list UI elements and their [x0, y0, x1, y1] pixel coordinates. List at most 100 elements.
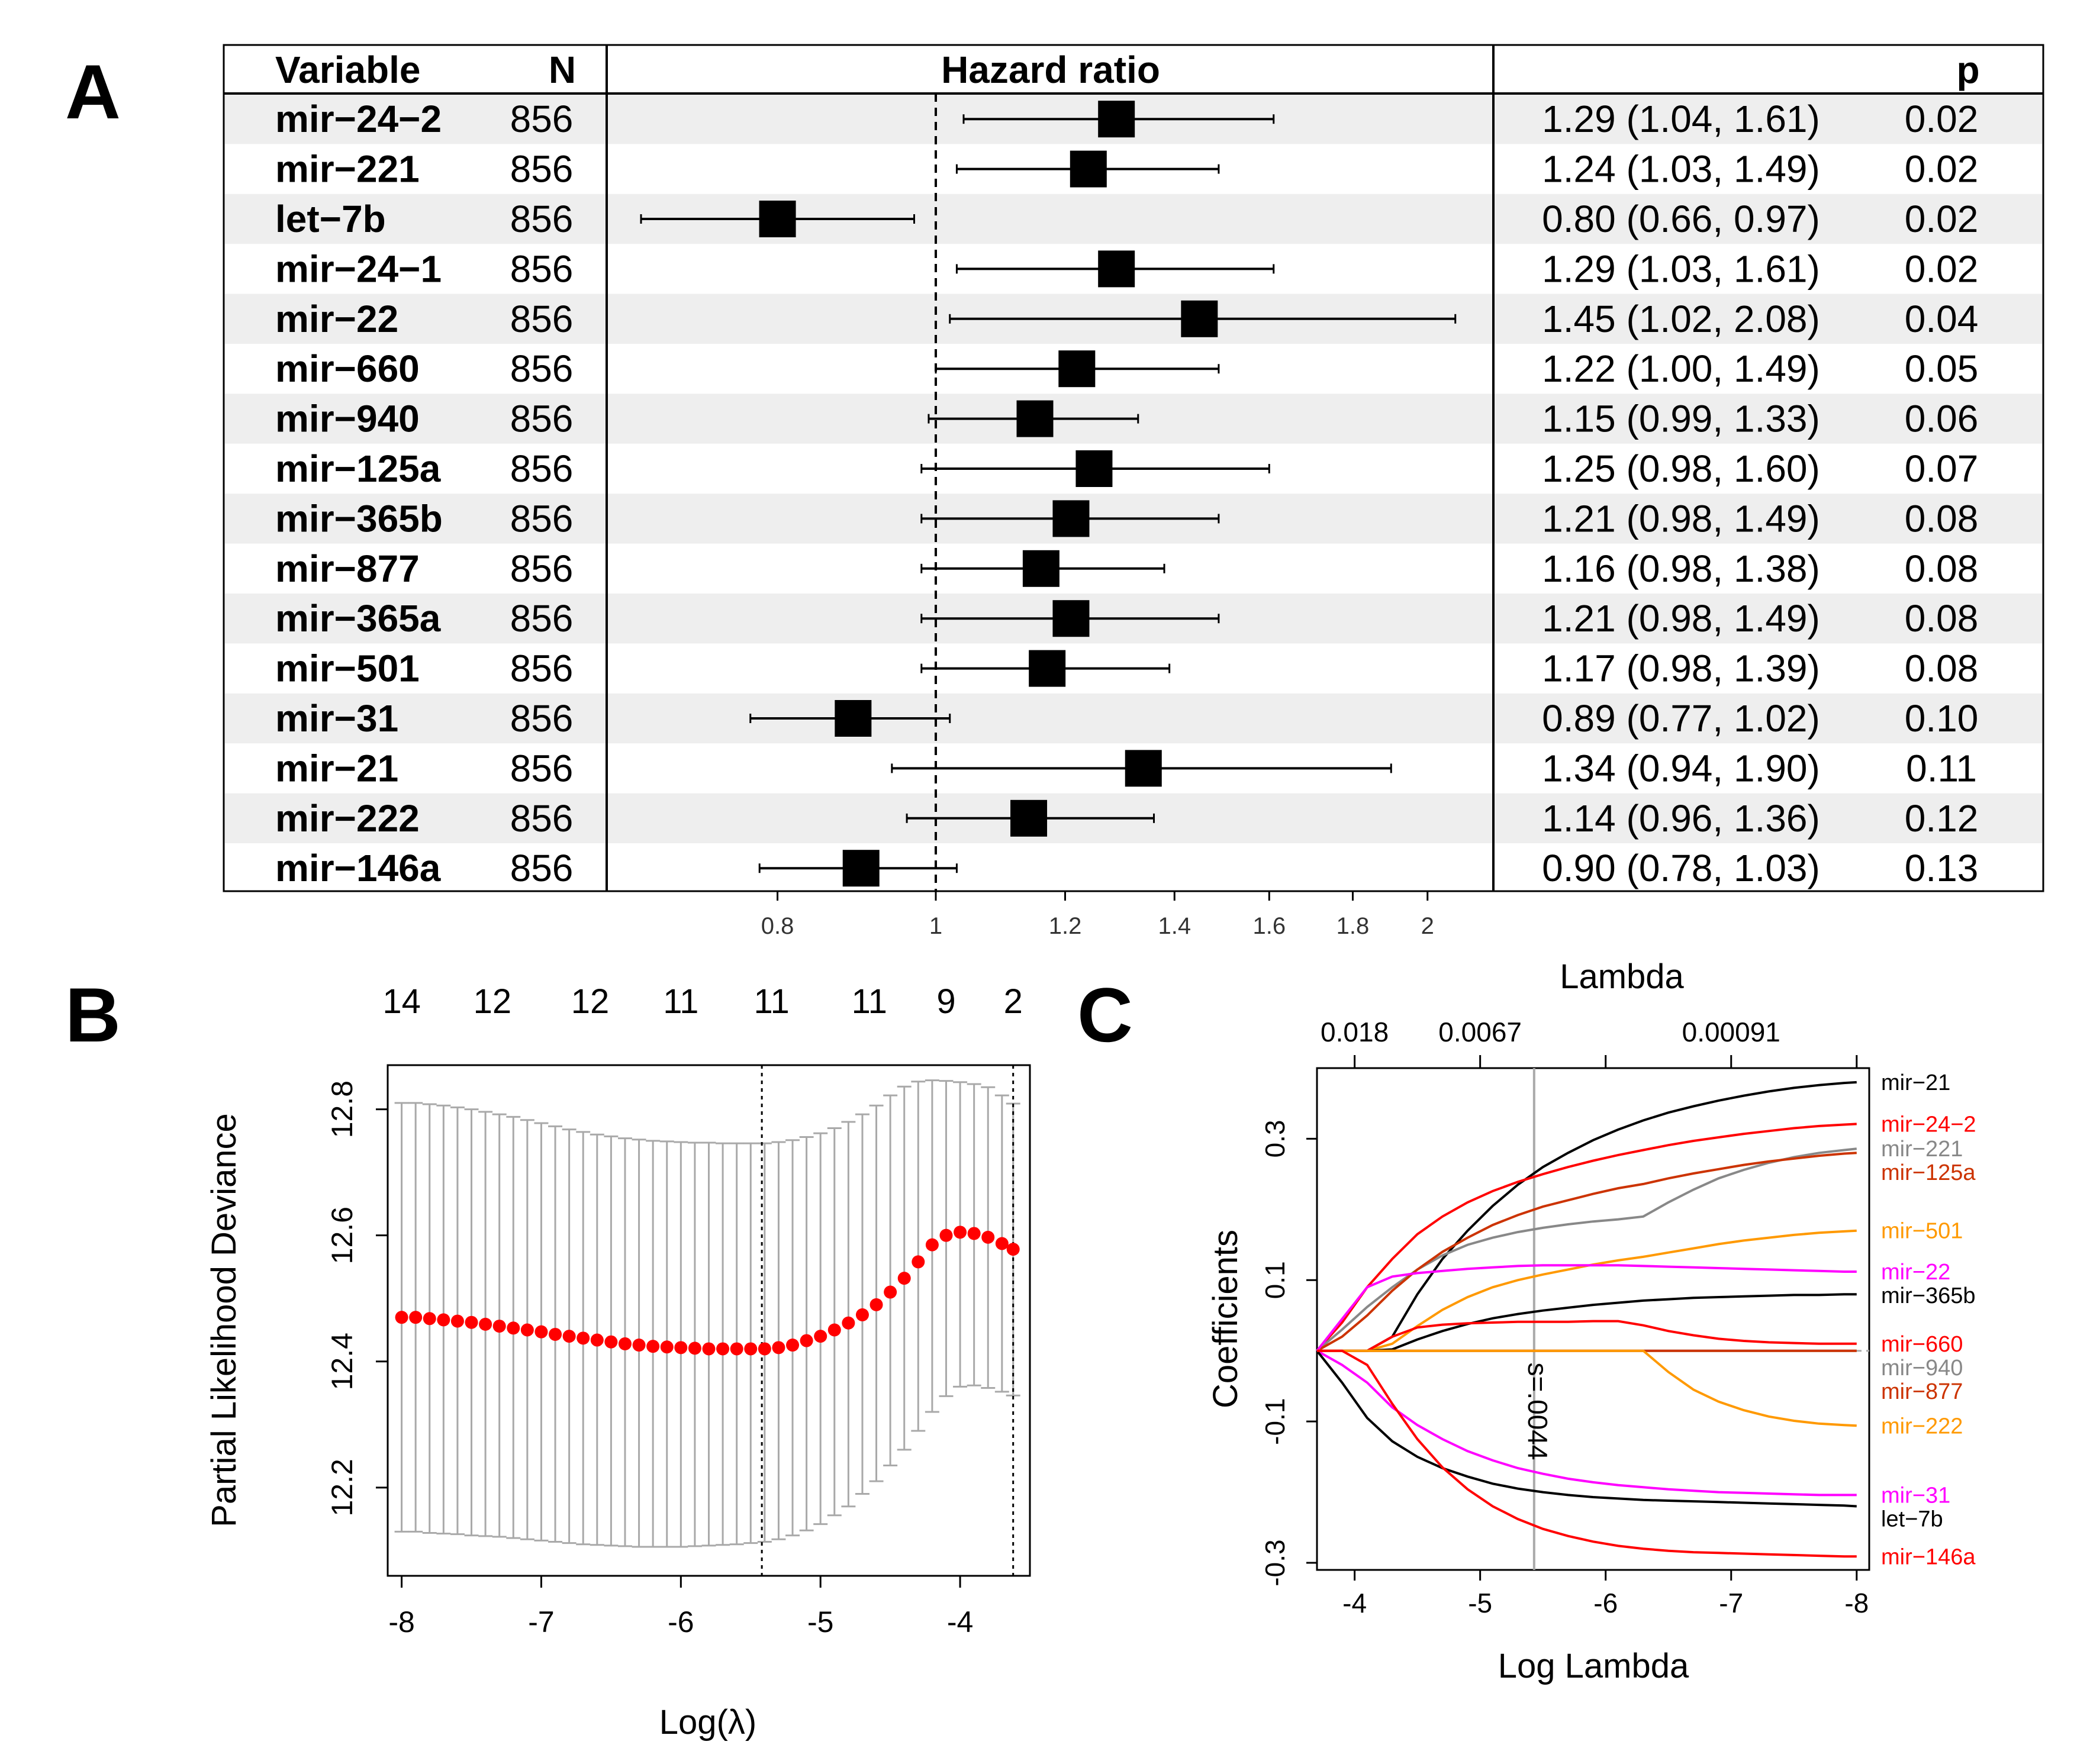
x-tick-label-b: -4 — [947, 1605, 973, 1639]
y-tick-label-c: -0.3 — [1260, 1539, 1290, 1586]
deviance-point — [744, 1342, 758, 1356]
row-variable-label: mir−660 — [275, 347, 420, 390]
top-count-label: 11 — [754, 982, 790, 1021]
row-p-value: 0.07 — [1905, 447, 1979, 490]
hr-axis: 0.8 1 1.2 1.4 1.6 1.8 2 — [761, 890, 1434, 939]
deviance-point — [479, 1317, 492, 1331]
legend-label: mir−146a — [1881, 1544, 1976, 1569]
row-hr-ci-text: 1.22 (1.00, 1.49) — [1542, 347, 1820, 390]
row-hr-ci-text: 1.21 (0.98, 1.49) — [1542, 497, 1820, 540]
deviance-point — [604, 1335, 618, 1349]
row-p-value: 0.04 — [1905, 298, 1979, 340]
top-axis-title-c: Lambda — [1560, 957, 1684, 996]
row-hr-ci-text: 1.25 (0.98, 1.60) — [1542, 447, 1820, 490]
plot-frame-c — [1316, 1067, 1870, 1571]
row-hr-ci-text: 1.15 (0.99, 1.33) — [1542, 398, 1820, 440]
coef-path-line — [1317, 1349, 1857, 1427]
x-tick-label-b: -6 — [668, 1605, 694, 1639]
row-variable-label: mir−940 — [275, 398, 420, 440]
top-tick-label-c: 0.018 — [1321, 1017, 1389, 1047]
row-variable-label: mir−222 — [275, 797, 420, 840]
top-count-label: 12 — [474, 982, 512, 1021]
row-p-value: 0.13 — [1905, 847, 1979, 889]
row-n-value: 856 — [510, 597, 574, 640]
hr-axis-tick-label: 1.6 — [1252, 913, 1286, 939]
row-variable-label: let−7b — [275, 198, 386, 240]
y-tick-label-b: 12.8 — [326, 1081, 359, 1138]
x-tick-label-c: -5 — [1468, 1588, 1492, 1618]
deviance-point — [507, 1321, 520, 1335]
deviance-point — [549, 1327, 562, 1341]
legend-label: mir−501 — [1881, 1219, 1963, 1244]
deviance-point — [786, 1339, 800, 1352]
y-axis-title-c: Coefficients — [1206, 1230, 1245, 1408]
x-axis-title-c: Log Lambda — [1498, 1647, 1689, 1685]
deviance-point — [995, 1237, 1009, 1250]
deviance-point — [702, 1342, 716, 1356]
row-variable-label: mir−365b — [275, 497, 443, 540]
coef-path-line — [1317, 1349, 1857, 1558]
deviance-point — [954, 1226, 967, 1239]
cv-deviance-plot: -8 -7 -6 -5 -4 12.2 12.4 12.6 12.8 14 12 12 11 11 11 9 2… — [205, 982, 1031, 1742]
deviance-point — [423, 1312, 436, 1326]
coef-path-line — [1317, 1229, 1857, 1352]
plot-frame-b — [387, 1064, 1031, 1577]
panel-letter-c: C — [1077, 972, 1133, 1058]
deviance-point — [437, 1313, 450, 1327]
deviance-point — [884, 1285, 897, 1299]
legend-label: mir−31 — [1881, 1483, 1950, 1508]
coef-path-line — [1317, 1320, 1857, 1352]
row-hr-ci-text: 1.45 (1.02, 2.08) — [1542, 298, 1820, 340]
legend-label: mir−125a — [1881, 1160, 1976, 1185]
row-hr-ci-text: 1.29 (1.03, 1.61) — [1542, 247, 1820, 290]
coef-path-line — [1316, 1123, 1857, 1352]
deviance-point — [534, 1325, 548, 1339]
x-tick-label-b: -7 — [528, 1605, 554, 1639]
deviance-point — [967, 1227, 981, 1240]
row-n-value: 856 — [510, 547, 574, 590]
hr-point-box — [842, 850, 880, 887]
row-hr-ci-text: 1.29 (1.04, 1.61) — [1542, 98, 1820, 140]
hr-axis-tick-label: 1.2 — [1049, 913, 1082, 939]
row-p-value: 0.02 — [1905, 198, 1979, 240]
deviance-point — [1006, 1243, 1020, 1256]
coef-path-line — [1317, 1293, 1857, 1352]
row-hr-ci-text: 1.16 (0.98, 1.38) — [1542, 547, 1820, 590]
selected-lambda-label: s=.0044 — [1522, 1363, 1553, 1460]
legend-label: mir−21 — [1881, 1070, 1950, 1095]
row-variable-label: mir−21 — [275, 747, 398, 789]
panel-letter-b: B — [65, 972, 121, 1058]
header-p: p — [1956, 49, 1979, 91]
x-tick-label-c: -6 — [1593, 1588, 1618, 1618]
deviance-point — [814, 1330, 827, 1343]
hr-point-box — [1181, 300, 1218, 337]
y-tick-label-b: 12.2 — [326, 1459, 359, 1516]
legend-label: mir−221 — [1881, 1137, 1963, 1162]
row-n-value: 856 — [510, 847, 574, 889]
row-variable-label: mir−24−1 — [275, 247, 442, 290]
hr-point-box — [1052, 500, 1090, 537]
legend-label: mir−877 — [1881, 1379, 1963, 1404]
top-tick-label-c: 0.00091 — [1682, 1017, 1780, 1047]
row-n-value: 856 — [510, 747, 574, 789]
row-p-value: 0.10 — [1905, 697, 1979, 740]
x-tick-label-c: -4 — [1342, 1588, 1367, 1618]
cv-content: -8 -7 -6 -5 -4 12.2 12.4 12.6 12.8 14 12 12 11 11 11 9 2 — [326, 982, 1023, 1639]
top-count-label: 2 — [1004, 982, 1023, 1021]
deviance-point — [939, 1228, 953, 1242]
header-hazard-ratio: Hazard ratio — [941, 49, 1160, 91]
row-p-value: 0.02 — [1905, 148, 1979, 191]
hr-axis-tick-label: 1.8 — [1337, 913, 1370, 939]
top-count-label: 9 — [936, 982, 955, 1021]
deviance-point — [897, 1272, 911, 1285]
deviance-point — [409, 1311, 423, 1324]
row-p-value: 0.11 — [1906, 747, 1977, 789]
row-variable-label: mir−221 — [275, 148, 420, 191]
deviance-point — [925, 1238, 939, 1252]
row-hr-ci-text: 1.21 (0.98, 1.49) — [1542, 597, 1820, 640]
y-tick-label-c: -0.1 — [1260, 1398, 1290, 1445]
row-hr-ci-text: 0.80 (0.66, 0.97) — [1542, 198, 1820, 240]
deviance-point — [646, 1340, 660, 1353]
